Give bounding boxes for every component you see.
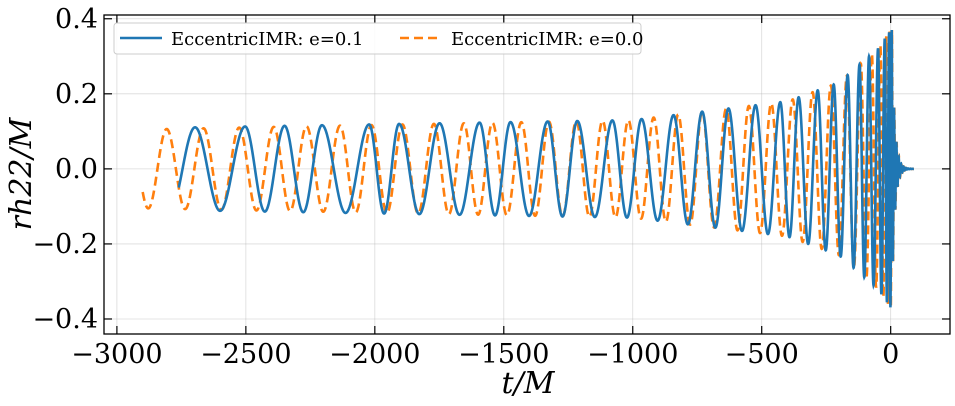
x-tick-label: −2500 [200,339,291,370]
x-axis-label: t/M [502,366,556,401]
x-tick-label: −1000 [587,339,678,370]
ticks: −3000 −2500 −2000 −1500 −1000 −500 0 −0.4 −0.2 0.… [32,4,950,370]
legend: EccentricIMR: e=0.1 EccentricIMR: e=0.0 [113,22,643,55]
x-tick-label: −500 [725,339,799,370]
plot-frame [103,14,951,335]
y-tick-label: 0.0 [55,154,98,185]
y-tick-label: 0.4 [55,4,98,35]
x-tick-label: −1500 [458,339,549,370]
y-axis-label: rh22/M [4,116,39,230]
y-tick-label: −0.4 [32,304,98,335]
legend-box [113,22,642,55]
legend-label-e00: EccentricIMR: e=0.0 [451,29,643,50]
legend-label-e01: EccentricIMR: e=0.1 [171,29,363,50]
series-line-e01 [177,29,914,308]
x-tick-label: −2000 [329,339,420,370]
x-tick-label: −3000 [71,339,162,370]
x-tick-label: 0 [882,339,899,370]
y-tick-label: 0.2 [55,79,98,110]
series-layer [141,29,914,308]
y-tick-label: −0.2 [32,229,98,260]
